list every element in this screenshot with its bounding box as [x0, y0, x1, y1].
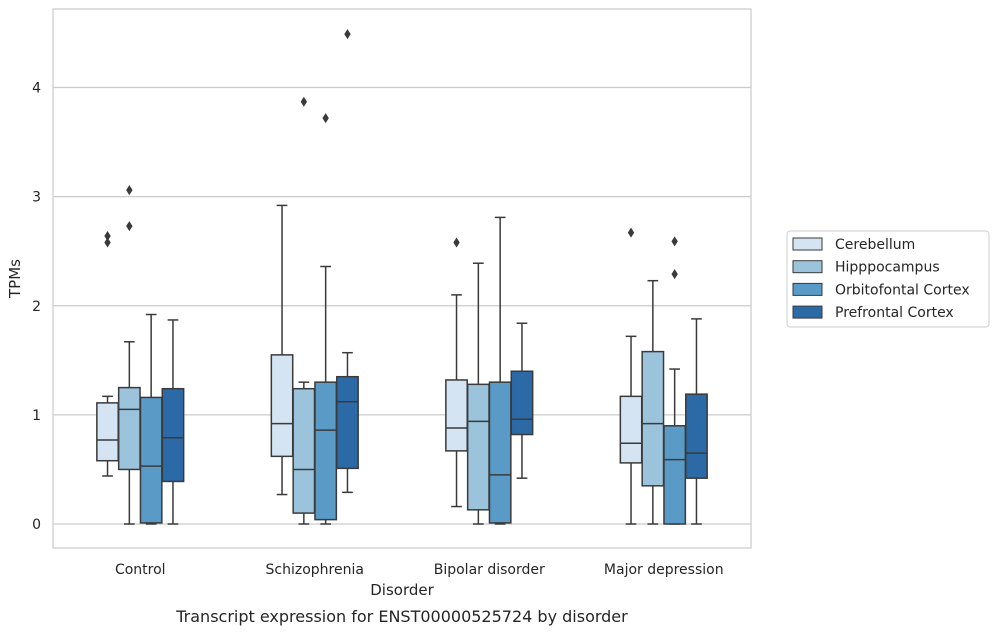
outlier-point — [126, 185, 133, 196]
box — [641, 350, 665, 487]
box — [445, 379, 468, 452]
outlier-point — [126, 221, 133, 232]
box — [466, 383, 490, 511]
legend-label: Orbitofontal Cortex — [835, 282, 970, 298]
y-tick-label: 3 — [32, 190, 41, 206]
x-tick-label: Bipolar disorder — [434, 562, 545, 578]
plot-boxes — [96, 29, 708, 525]
plot-frame — [52, 8, 752, 549]
x-tick-label: Control — [115, 562, 166, 578]
outlier-point — [300, 96, 308, 107]
outlier-point — [104, 230, 111, 241]
box — [488, 381, 512, 524]
outlier-point — [453, 237, 460, 248]
legend-swatch — [792, 282, 823, 296]
chart-title: Transcript expression for ENST0000052572… — [175, 607, 628, 626]
box — [117, 386, 141, 471]
box-group — [510, 322, 534, 479]
box — [161, 387, 185, 483]
box — [270, 354, 294, 458]
outlier-point — [104, 237, 111, 248]
box-group — [139, 313, 163, 525]
legend-swatch — [792, 237, 823, 251]
box — [314, 381, 338, 521]
x-axis-ticks: Control Schizophrenia Bipolar disorder Majo… — [115, 562, 724, 578]
legend-frame — [786, 230, 990, 328]
box-group — [314, 113, 338, 525]
y-tick-label: 1 — [32, 408, 41, 424]
box — [292, 387, 316, 514]
y-tick-label: 0 — [32, 517, 41, 533]
legend-label: Prefrontal Cortex — [835, 305, 954, 321]
box — [685, 393, 708, 479]
box-group — [96, 230, 119, 477]
legend-label: Hipppocampus — [835, 260, 940, 276]
box — [336, 375, 359, 470]
box-group — [445, 237, 468, 508]
x-axis-label: Disorder — [370, 581, 434, 599]
box-group — [161, 319, 185, 525]
box-group — [685, 318, 708, 525]
legend-label: Cerebellum — [835, 237, 915, 253]
box-group — [336, 29, 359, 494]
outlier-point — [671, 236, 678, 247]
box — [96, 402, 119, 462]
box-group — [270, 204, 294, 496]
box — [510, 370, 534, 436]
box-group — [117, 185, 141, 525]
box — [619, 395, 643, 464]
x-tick-label: Schizophrenia — [266, 562, 364, 578]
box-group — [488, 216, 512, 525]
box-group — [641, 279, 665, 525]
legend-swatch — [792, 305, 823, 319]
box-group — [292, 96, 316, 525]
y-tick-label: 2 — [32, 299, 41, 315]
box-group — [663, 236, 687, 525]
y-axis-ticks: 0 1 2 3 4 — [32, 81, 41, 533]
box — [139, 396, 163, 524]
outlier-point — [627, 227, 635, 238]
box — [663, 425, 687, 525]
y-tick-label: 4 — [32, 81, 41, 97]
box-group — [619, 227, 643, 525]
outlier-point — [322, 113, 329, 124]
legend-swatch — [792, 260, 823, 274]
y-axis-label: TPMs — [6, 259, 24, 299]
x-tick-label: Major depression — [604, 562, 724, 578]
outlier-point — [671, 269, 678, 280]
box-group — [466, 262, 490, 525]
outlier-point — [344, 29, 351, 40]
legend: Cerebellum Hipppocampus Orbitofontal Corte… — [786, 230, 990, 328]
